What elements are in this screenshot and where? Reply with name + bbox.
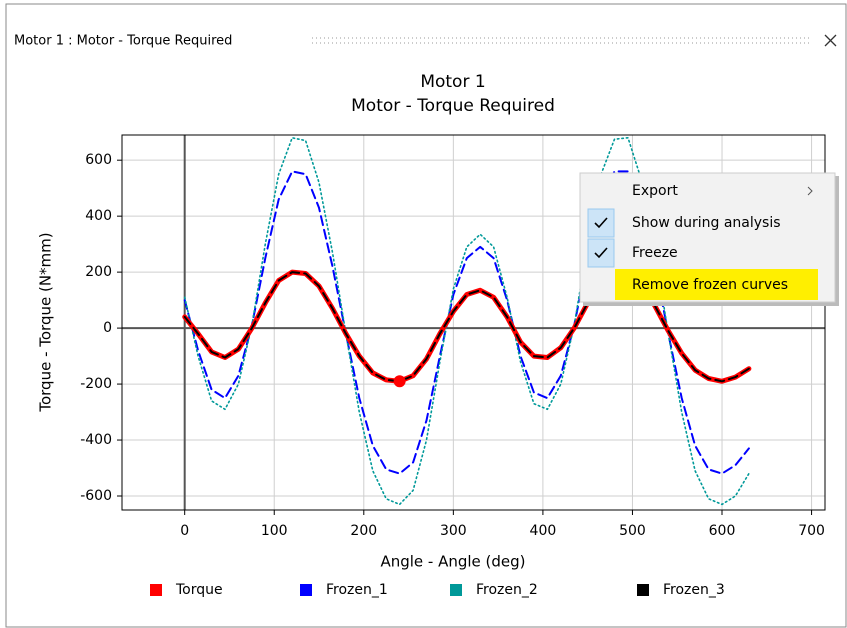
x-tick-label: 200 [350,523,377,539]
legend-swatch [150,584,162,596]
legend-label: Frozen_1 [326,582,388,598]
marker [393,375,406,388]
menu-item[interactable]: Remove frozen curves [632,277,788,293]
y-tick-label: -600 [80,488,112,504]
menu-check-box [587,238,615,268]
context-menu: Export Show during analysis Freeze Remove f… [579,172,839,306]
menu-highlight [615,269,818,300]
plot-border [121,134,826,511]
menu-check [594,217,608,229]
legend-label: Frozen_3 [663,582,725,598]
y-axis-label: Torque - Torque (N*mm) [37,232,55,412]
y-tick-label: 400 [85,208,112,224]
legend-swatch [637,584,649,596]
y-tick-label: -400 [80,432,112,448]
x-tick-label: 0 [180,523,189,539]
close-button[interactable] [824,34,837,47]
legend-swatch [450,584,462,596]
legend-swatch [300,584,312,596]
window-title: Motor 1 : Motor - Torque Required [14,34,232,49]
x-tick-label: 500 [619,523,646,539]
legend-label: Torque [175,582,223,598]
menu-item[interactable]: Export [632,183,678,199]
menu-item[interactable]: Freeze [632,245,678,261]
chart-title: Motor - Torque Required [351,96,555,116]
menu-item[interactable]: Show during analysis [632,215,781,231]
submenu-arrow [807,186,813,196]
x-tick-label: 100 [261,523,288,539]
y-tick-label: -200 [80,376,112,392]
y-tick-label: 0 [103,320,112,336]
y-tick-label: 200 [85,264,112,280]
x-tick-label: 400 [530,523,557,539]
chart-title: Motor 1 [420,72,485,92]
y-tick-label: 600 [85,152,112,168]
x-tick-label: 700 [798,523,825,539]
menu-check [594,247,608,259]
legend-label: Frozen_2 [476,582,538,598]
menu-check-box [587,208,615,238]
x-axis-label: Angle - Angle (deg) [380,553,525,571]
x-tick-label: 600 [709,523,736,539]
x-tick-label: 300 [440,523,467,539]
